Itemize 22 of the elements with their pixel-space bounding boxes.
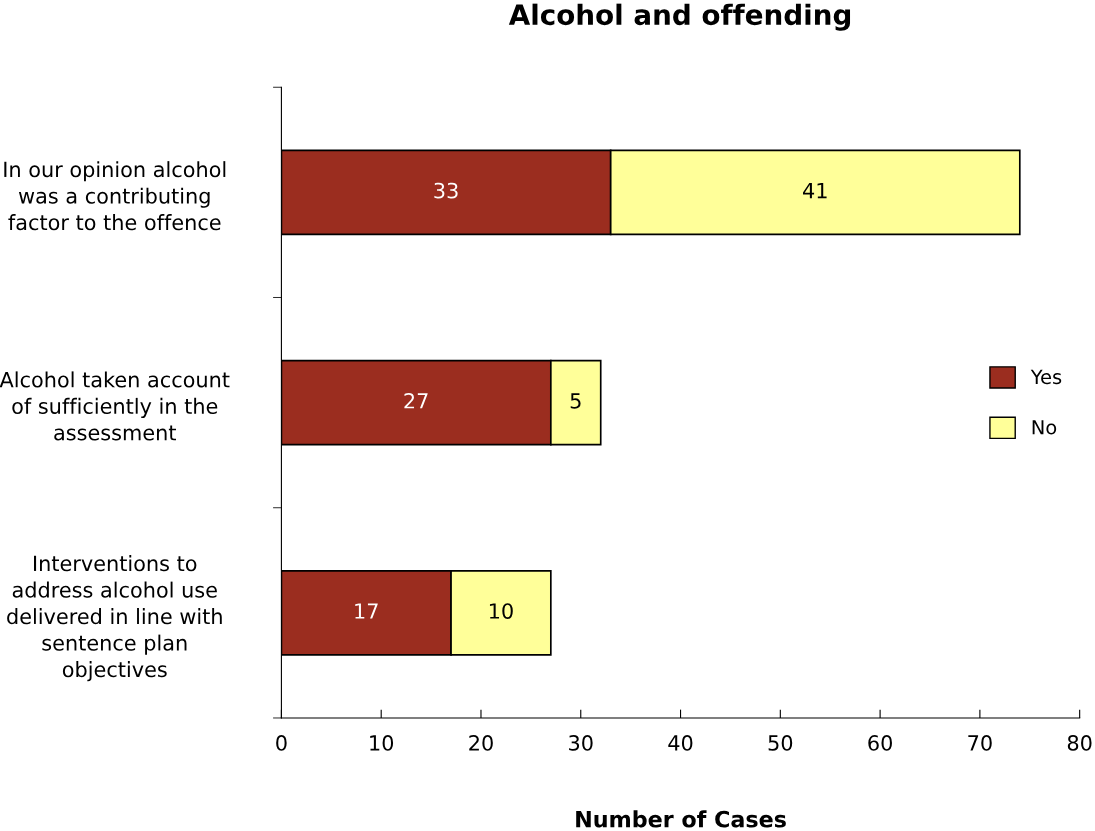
x-tick-label: 50	[768, 735, 793, 751]
data-label: 33	[434, 182, 458, 199]
x-tick-label: 60	[868, 735, 892, 751]
x-tick-label: 70	[968, 735, 992, 751]
data-label: 10	[489, 603, 513, 619]
x-tick-label: 20	[469, 735, 493, 751]
x-tick-label: 10	[370, 735, 394, 751]
legend-label: No	[1032, 420, 1057, 435]
data-label: 17	[355, 603, 378, 619]
chart-title: Alcohol and offending	[508, 3, 851, 31]
x-tick-label: 40	[668, 735, 693, 751]
x-tick-label: 0	[276, 735, 287, 751]
x-tick-label: 80	[1067, 735, 1092, 751]
y-tick-label: Interventions to address alcohol use delivered in line with sentence plan objectives	[7, 555, 222, 682]
data-label: 41	[803, 182, 827, 199]
x-axis-title: Number of Cases	[576, 810, 786, 828]
x-tick-label: 30	[569, 735, 593, 751]
y-tick-label: In our opinion alcohol was a contributing factor to the offence	[4, 161, 226, 231]
data-label: 5	[570, 393, 581, 409]
y-tick-label: Alcohol taken account of sufficiently in the assessment	[0, 371, 230, 441]
data-label: 27	[404, 392, 428, 409]
legend-label: Yes	[1030, 369, 1062, 385]
